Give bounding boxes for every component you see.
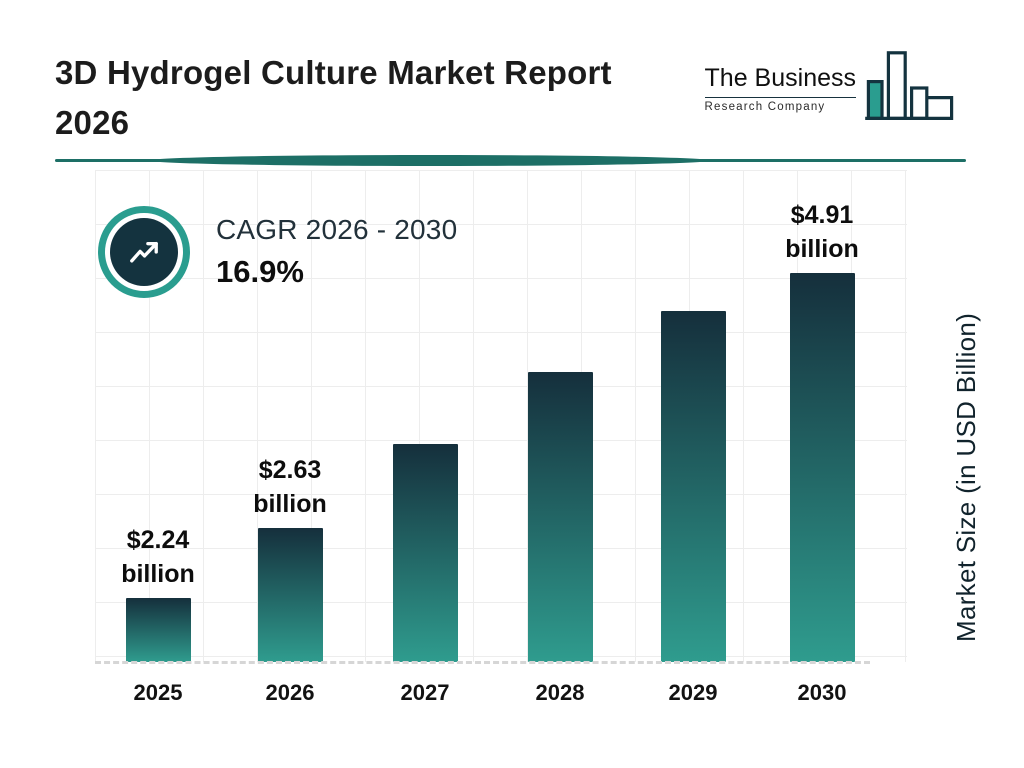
chart-area: $2.24 billion $2.63 billion $4.91 billion xyxy=(95,170,907,664)
y-axis-label: Market Size (in USD Billion) xyxy=(951,312,981,642)
bar-2026 xyxy=(257,528,323,662)
company-logo: The Business Research Company xyxy=(704,42,966,135)
x-axis-baseline xyxy=(95,661,870,664)
bar-value-label-2030: $4.91 billion xyxy=(785,201,859,263)
bar-column-2030: $4.91 billion xyxy=(752,170,892,662)
bar-column-2025: $2.24 billion xyxy=(88,170,228,662)
cagr-value: 16.9% xyxy=(216,254,304,289)
page-title: 3D Hydrogel Culture Market Report 2026 xyxy=(55,48,705,148)
bar-2027 xyxy=(392,444,458,662)
x-axis-labels: 2025 2026 2027 2028 2029 2030 xyxy=(95,680,907,714)
company-subname: Research Company xyxy=(704,101,826,113)
x-axis-label-2025: 2025 xyxy=(133,680,183,705)
x-axis-label-2029: 2029 xyxy=(668,680,718,705)
bar-value-label-2025: $2.24 billion xyxy=(121,526,195,588)
bar-column-2026: $2.63 billion xyxy=(220,170,360,662)
bar-2030 xyxy=(789,273,855,662)
bar-2029 xyxy=(660,311,726,662)
page-title-line2: 2026 xyxy=(55,104,130,141)
bar-column-2028 xyxy=(490,170,630,662)
cagr-texts: CAGR 2026 - 2030 16.9% xyxy=(216,214,457,290)
bar-2028 xyxy=(527,372,593,662)
bar-chart-logo-icon xyxy=(862,42,966,135)
trending-up-icon xyxy=(110,218,178,286)
company-logo-text: The Business Research Company xyxy=(704,64,856,113)
cagr-badge-ring xyxy=(98,206,190,298)
cagr-block: CAGR 2026 - 2030 16.9% xyxy=(98,206,457,298)
bar-column-2029 xyxy=(623,170,763,662)
page-title-line1: 3D Hydrogel Culture Market Report xyxy=(55,54,612,91)
cagr-label: CAGR 2026 - 2030 xyxy=(216,214,458,245)
company-name: The Business xyxy=(704,64,856,98)
header-divider-accent xyxy=(150,155,710,166)
x-axis-label-2026: 2026 xyxy=(265,680,315,705)
x-axis-label-2030: 2030 xyxy=(797,680,847,705)
bar-column-2027 xyxy=(355,170,495,662)
x-axis-label-2028: 2028 xyxy=(535,680,585,705)
bar-value-label-2026: $2.63 billion xyxy=(253,456,327,518)
x-axis-label-2027: 2027 xyxy=(400,680,450,705)
bar-2025 xyxy=(125,598,191,662)
